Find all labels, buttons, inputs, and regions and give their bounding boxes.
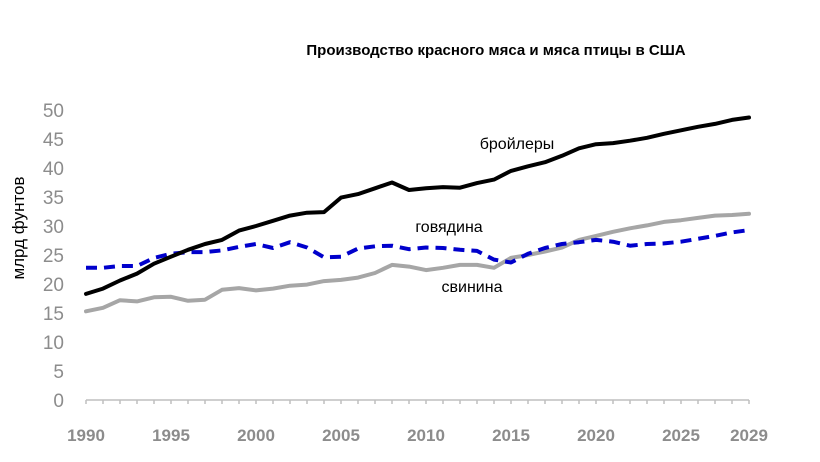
annotation-pork: свинина — [442, 279, 503, 296]
y-tick-label: 5 — [53, 362, 64, 383]
x-tick-label: 2020 — [577, 426, 615, 445]
y-tick-label: 15 — [43, 304, 64, 325]
y-tick-label: 25 — [43, 246, 64, 267]
y-tick-label: 10 — [43, 333, 64, 354]
y-tick-label: 35 — [43, 188, 64, 209]
y-axis-ticks: 0 5 10 15 20 25 30 35 40 45 50 — [43, 101, 64, 412]
annotation-broilers: бройлеры — [480, 136, 555, 153]
x-tick-label: 2015 — [492, 426, 530, 445]
y-axis-label: млрд фунтов — [9, 176, 28, 279]
annotation-beef: говядина — [415, 219, 482, 236]
y-tick-label: 20 — [43, 275, 64, 296]
y-tick-label: 30 — [43, 217, 64, 238]
x-tick-label: 1995 — [152, 426, 190, 445]
x-tick-label: 1990 — [67, 426, 105, 445]
y-tick-label: 0 — [53, 391, 64, 412]
x-tick-label: 2025 — [662, 426, 700, 445]
y-tick-label: 45 — [43, 130, 64, 151]
x-axis: 1990 1995 2000 2005 2010 2015 2020 2025 2029 — [67, 399, 768, 445]
y-tick-label: 50 — [43, 101, 64, 122]
x-tick-label: 2029 — [730, 426, 768, 445]
x-tick-label: 2005 — [322, 426, 360, 445]
x-tick-label: 2000 — [237, 426, 275, 445]
x-tick-label: 2010 — [407, 426, 445, 445]
series-line-beef — [86, 228, 750, 270]
series-line-pork — [84, 211, 751, 314]
y-tick-label: 40 — [43, 159, 64, 180]
series-layer — [84, 115, 751, 314]
series-line-broilers — [84, 115, 751, 296]
chart-title: Производство красного мяса и мяса птицы … — [306, 42, 685, 59]
